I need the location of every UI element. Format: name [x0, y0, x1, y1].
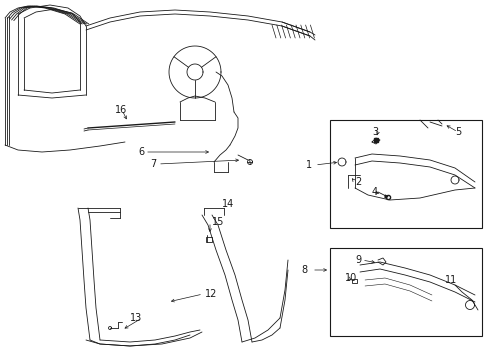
Bar	[329, 248, 481, 336]
Text: 3: 3	[371, 127, 377, 137]
Text: 11: 11	[444, 275, 456, 285]
Text: 14: 14	[222, 199, 234, 209]
Bar	[351, 279, 356, 283]
Text: 9: 9	[354, 255, 360, 265]
Text: 2: 2	[354, 177, 361, 187]
Text: 6: 6	[138, 147, 144, 157]
Text: 5: 5	[454, 127, 460, 137]
Text: 7: 7	[150, 159, 156, 169]
Text: 16: 16	[115, 105, 127, 115]
Text: 12: 12	[204, 289, 217, 299]
Text: 10: 10	[345, 273, 357, 283]
Text: 15: 15	[212, 217, 224, 227]
Bar	[205, 237, 211, 242]
Text: 13: 13	[130, 313, 142, 323]
Text: 1: 1	[305, 160, 311, 170]
Text: 8: 8	[301, 265, 307, 275]
Bar	[329, 120, 481, 228]
Text: 4: 4	[371, 187, 377, 197]
